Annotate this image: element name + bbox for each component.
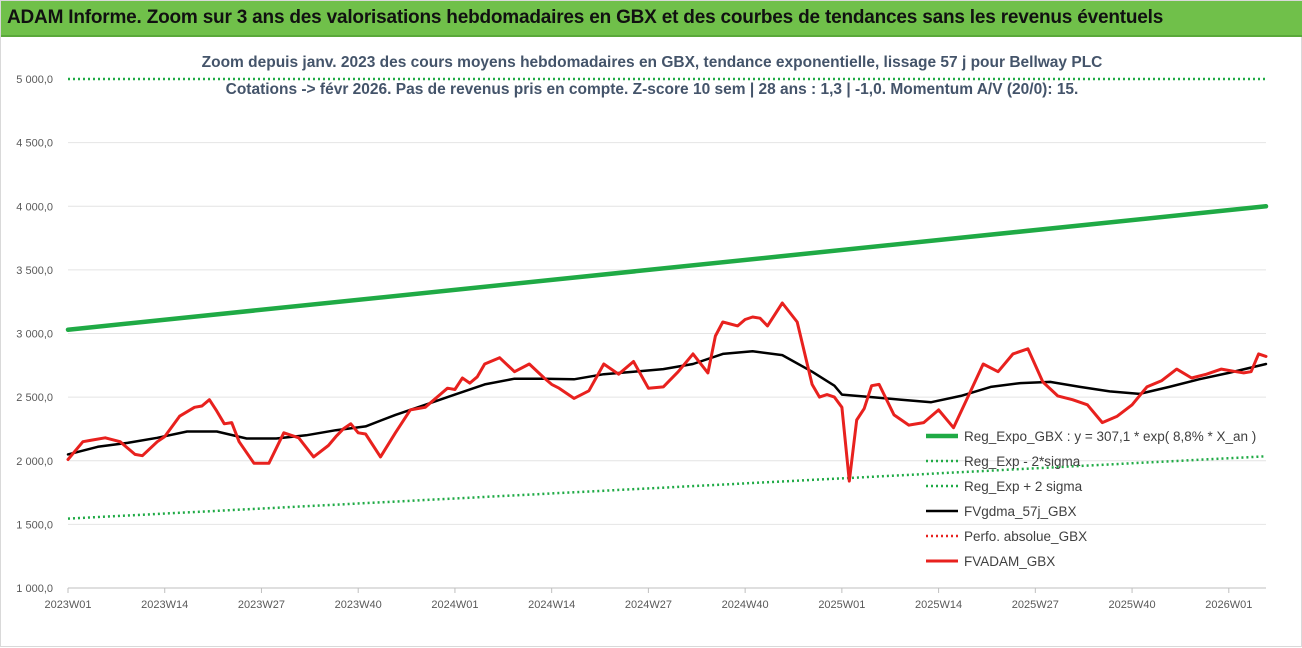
legend-entry: Reg_Exp + 2 sigma (964, 479, 1083, 494)
line-chart: 5 000,0 4 500,0 4 000,0 3 500,0 3 000,0 2 500… (16, 54, 1269, 611)
y-tick-label: 2 500,0 (16, 392, 53, 404)
y-tick-label: 4 500,0 (16, 138, 53, 150)
x-axis-ticks: 2023W01 2023W14 2023W27 2023W40 2024W01 2024W… (44, 588, 1252, 611)
chart-title: Zoom depuis janv. 2023 des cours moyens … (202, 54, 1103, 71)
y-axis: 5 000,0 4 500,0 4 000,0 3 500,0 3 000,0 2 500… (16, 74, 53, 595)
x-tick-label: 2023W01 (44, 599, 91, 611)
x-tick-label: 2025W27 (1012, 599, 1059, 611)
x-tick-label: 2023W40 (335, 599, 382, 611)
legend-entry: Perfo. absolue_GBX (964, 529, 1087, 544)
legend: Reg_Expo_GBX : y = 307,1 * exp( 8,8% * X… (926, 429, 1256, 569)
y-tick-label: 2 000,0 (16, 456, 53, 468)
x-tick-label: 2023W14 (141, 599, 188, 611)
y-tick-label: 4 000,0 (16, 201, 53, 213)
x-tick-label: 2024W40 (722, 599, 769, 611)
y-tick-label: 3 000,0 (16, 329, 53, 341)
series-group (65, 77, 1269, 520)
legend-entry: FVgdma_57j_GBX (964, 504, 1077, 519)
x-tick-label: 2026W01 (1205, 599, 1252, 611)
y-tick-label: 5 000,0 (16, 74, 53, 86)
series-line (66, 350, 1268, 456)
x-tick-label: 2024W27 (625, 599, 672, 611)
gridlines (68, 142, 1266, 525)
y-tick-label: 1 500,0 (16, 519, 53, 531)
legend-entry: Reg_Expo_GBX : y = 307,1 * exp( 8,8% * X… (964, 429, 1256, 444)
y-tick-label: 3 500,0 (16, 265, 53, 277)
banner-title: ADAM Informe. Zoom sur 3 ans des valoris… (7, 7, 1164, 28)
header-banner: ADAM Informe. Zoom sur 3 ans des valoris… (1, 1, 1302, 37)
x-tick-label: 2025W40 (1109, 599, 1156, 611)
y-tick-label: 1 000,0 (16, 583, 53, 595)
chart-subtitle: Cotations -> févr 2026. Pas de revenus p… (226, 81, 1079, 98)
legend-entry: FVADAM_GBX (964, 554, 1055, 569)
series-line (67, 455, 1267, 520)
series-line (65, 204, 1269, 332)
legend-entry: Reg_Exp - 2*sigma (964, 454, 1081, 469)
x-tick-label: 2025W14 (915, 599, 962, 611)
series-line (66, 301, 1268, 483)
x-tick-label: 2024W14 (528, 599, 575, 611)
x-tick-label: 2023W27 (238, 599, 285, 611)
x-tick-label: 2025W01 (818, 599, 865, 611)
x-tick-label: 2024W01 (431, 599, 478, 611)
